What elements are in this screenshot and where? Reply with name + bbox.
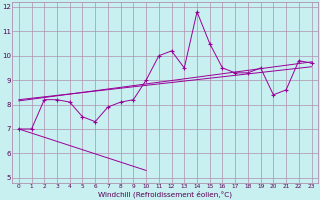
X-axis label: Windchill (Refroidissement éolien,°C): Windchill (Refroidissement éolien,°C) — [98, 190, 232, 198]
